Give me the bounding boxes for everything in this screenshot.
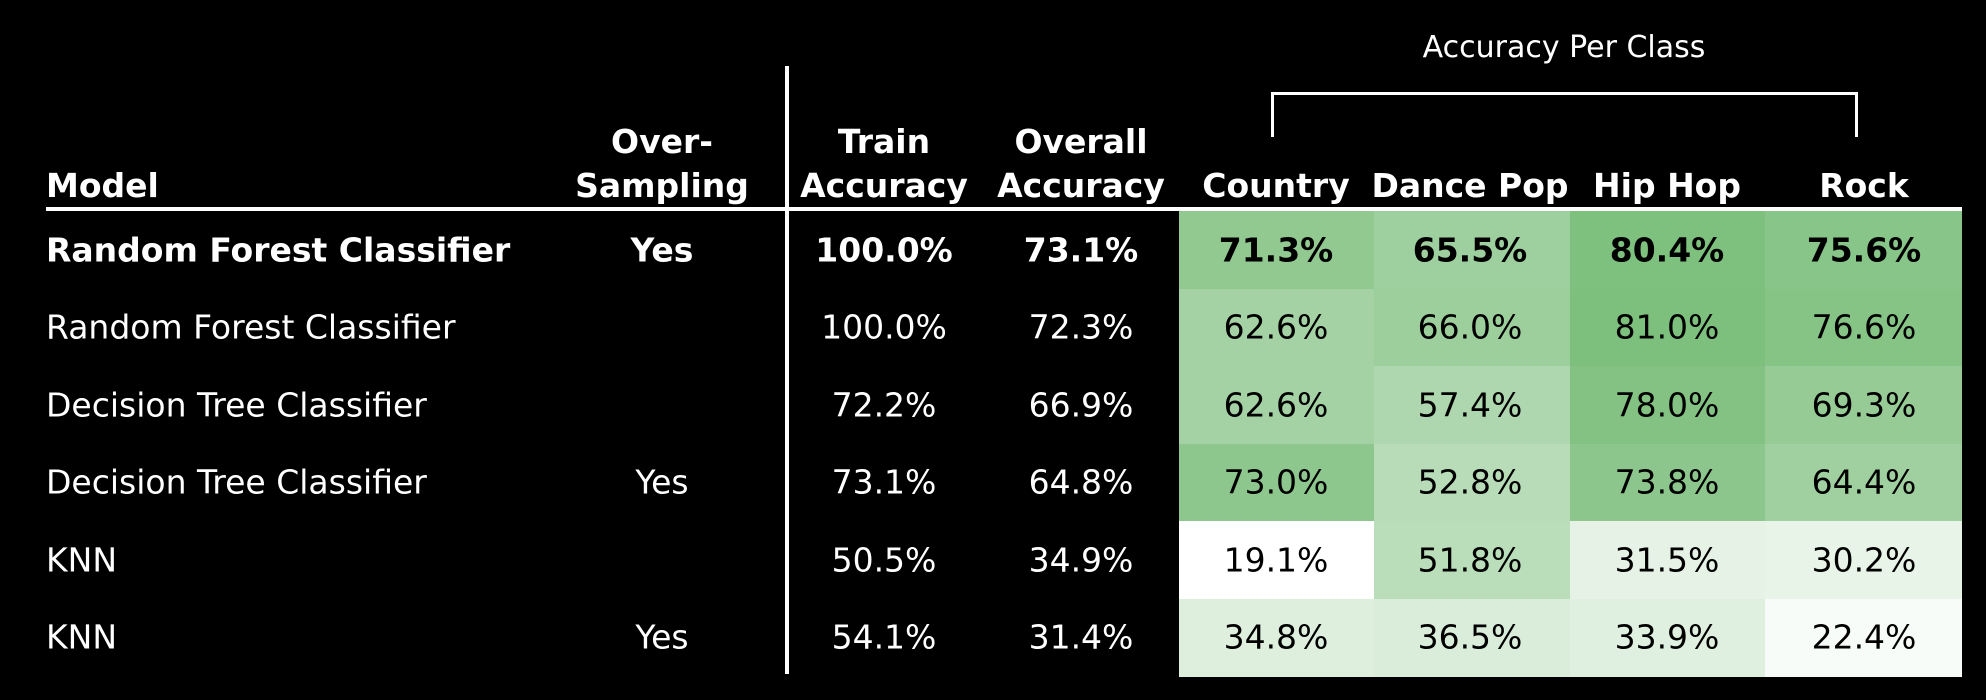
class-accuracy: 76.6% [1811, 307, 1917, 347]
model-name: Decision Tree Classifier [46, 462, 427, 502]
class-accuracy: 19.1% [1223, 540, 1329, 580]
heat-cell [1179, 521, 1374, 599]
column-divider [785, 66, 789, 674]
heat-cell [1765, 211, 1962, 289]
heat-cell [1765, 443, 1962, 522]
heat-cell [1179, 443, 1374, 522]
class-accuracy: 36.5% [1417, 617, 1523, 657]
class-accuracy: 33.9% [1614, 617, 1720, 657]
class-accuracy: 51.8% [1417, 540, 1523, 580]
column-header-1: Over- Sampling [575, 122, 749, 205]
column-header-2: Train Accuracy [800, 122, 968, 205]
class-accuracy: 66.0% [1417, 307, 1523, 347]
class-accuracy: 62.6% [1223, 307, 1329, 347]
overall-accuracy: 34.9% [1028, 540, 1134, 580]
class-accuracy: 30.2% [1811, 540, 1917, 580]
heat-cell [1374, 443, 1570, 522]
heat-cell [1374, 211, 1570, 289]
group-label: Accuracy Per Class [1422, 30, 1706, 65]
class-accuracy: 71.3% [1218, 230, 1334, 270]
oversampling-value: Yes [630, 230, 694, 270]
class-accuracy: 52.8% [1417, 462, 1523, 502]
heat-cell [1765, 598, 1962, 677]
train-accuracy: 100.0% [821, 307, 947, 347]
heat-cell [1570, 521, 1765, 599]
heat-cell [1570, 211, 1765, 289]
header-rule [46, 207, 1962, 211]
train-accuracy: 72.2% [831, 385, 937, 425]
overall-accuracy: 31.4% [1028, 617, 1134, 657]
heat-cell [1765, 366, 1962, 444]
heat-cell [1179, 366, 1374, 444]
column-header-5: Dance Pop [1371, 166, 1569, 205]
heat-cell [1179, 598, 1374, 677]
overall-accuracy: 72.3% [1028, 307, 1134, 347]
heat-cell [1570, 288, 1765, 367]
oversampling-value: Yes [635, 617, 689, 657]
train-accuracy: 73.1% [831, 462, 937, 502]
group-bracket [1271, 92, 1858, 137]
oversampling-value: Yes [635, 462, 689, 502]
class-accuracy: 31.5% [1614, 540, 1720, 580]
train-accuracy: 100.0% [815, 230, 953, 270]
overall-accuracy: 64.8% [1028, 462, 1134, 502]
class-accuracy: 57.4% [1417, 385, 1523, 425]
model-name: Random Forest Classifier [46, 307, 456, 347]
class-accuracy: 65.5% [1412, 230, 1528, 270]
heat-cell [1179, 211, 1374, 289]
heat-cell [1374, 288, 1570, 367]
column-header-7: Rock [1819, 166, 1909, 205]
column-header-3: Overall Accuracy [997, 122, 1165, 205]
model-name: KNN [46, 617, 118, 657]
heat-cell [1765, 521, 1962, 599]
class-accuracy: 81.0% [1614, 307, 1720, 347]
class-accuracy: 69.3% [1811, 385, 1917, 425]
class-accuracy: 34.8% [1223, 617, 1329, 657]
train-accuracy: 54.1% [831, 617, 937, 657]
heat-cell [1179, 288, 1374, 367]
heat-cell [1374, 521, 1570, 599]
class-accuracy: 73.0% [1223, 462, 1329, 502]
train-accuracy: 50.5% [831, 540, 937, 580]
overall-accuracy: 66.9% [1028, 385, 1134, 425]
class-accuracy: 80.4% [1609, 230, 1725, 270]
column-header-4: Country [1202, 166, 1350, 205]
overall-accuracy: 73.1% [1023, 230, 1139, 270]
class-accuracy: 73.8% [1614, 462, 1720, 502]
class-accuracy: 75.6% [1806, 230, 1922, 270]
heat-cell [1765, 288, 1962, 367]
model-name: Random Forest Classifier [46, 230, 511, 270]
model-name: KNN [46, 540, 118, 580]
model-name: Decision Tree Classifier [46, 385, 427, 425]
column-header-6: Hip Hop [1593, 166, 1741, 205]
class-accuracy: 64.4% [1811, 462, 1917, 502]
column-header-0: Model [46, 166, 159, 205]
heat-cell [1570, 598, 1765, 677]
heat-cell [1570, 443, 1765, 522]
class-accuracy: 22.4% [1811, 617, 1917, 657]
heat-cell [1374, 598, 1570, 677]
class-accuracy: 78.0% [1614, 385, 1720, 425]
class-accuracy: 62.6% [1223, 385, 1329, 425]
heat-cell [1570, 366, 1765, 444]
heat-cell [1374, 366, 1570, 444]
